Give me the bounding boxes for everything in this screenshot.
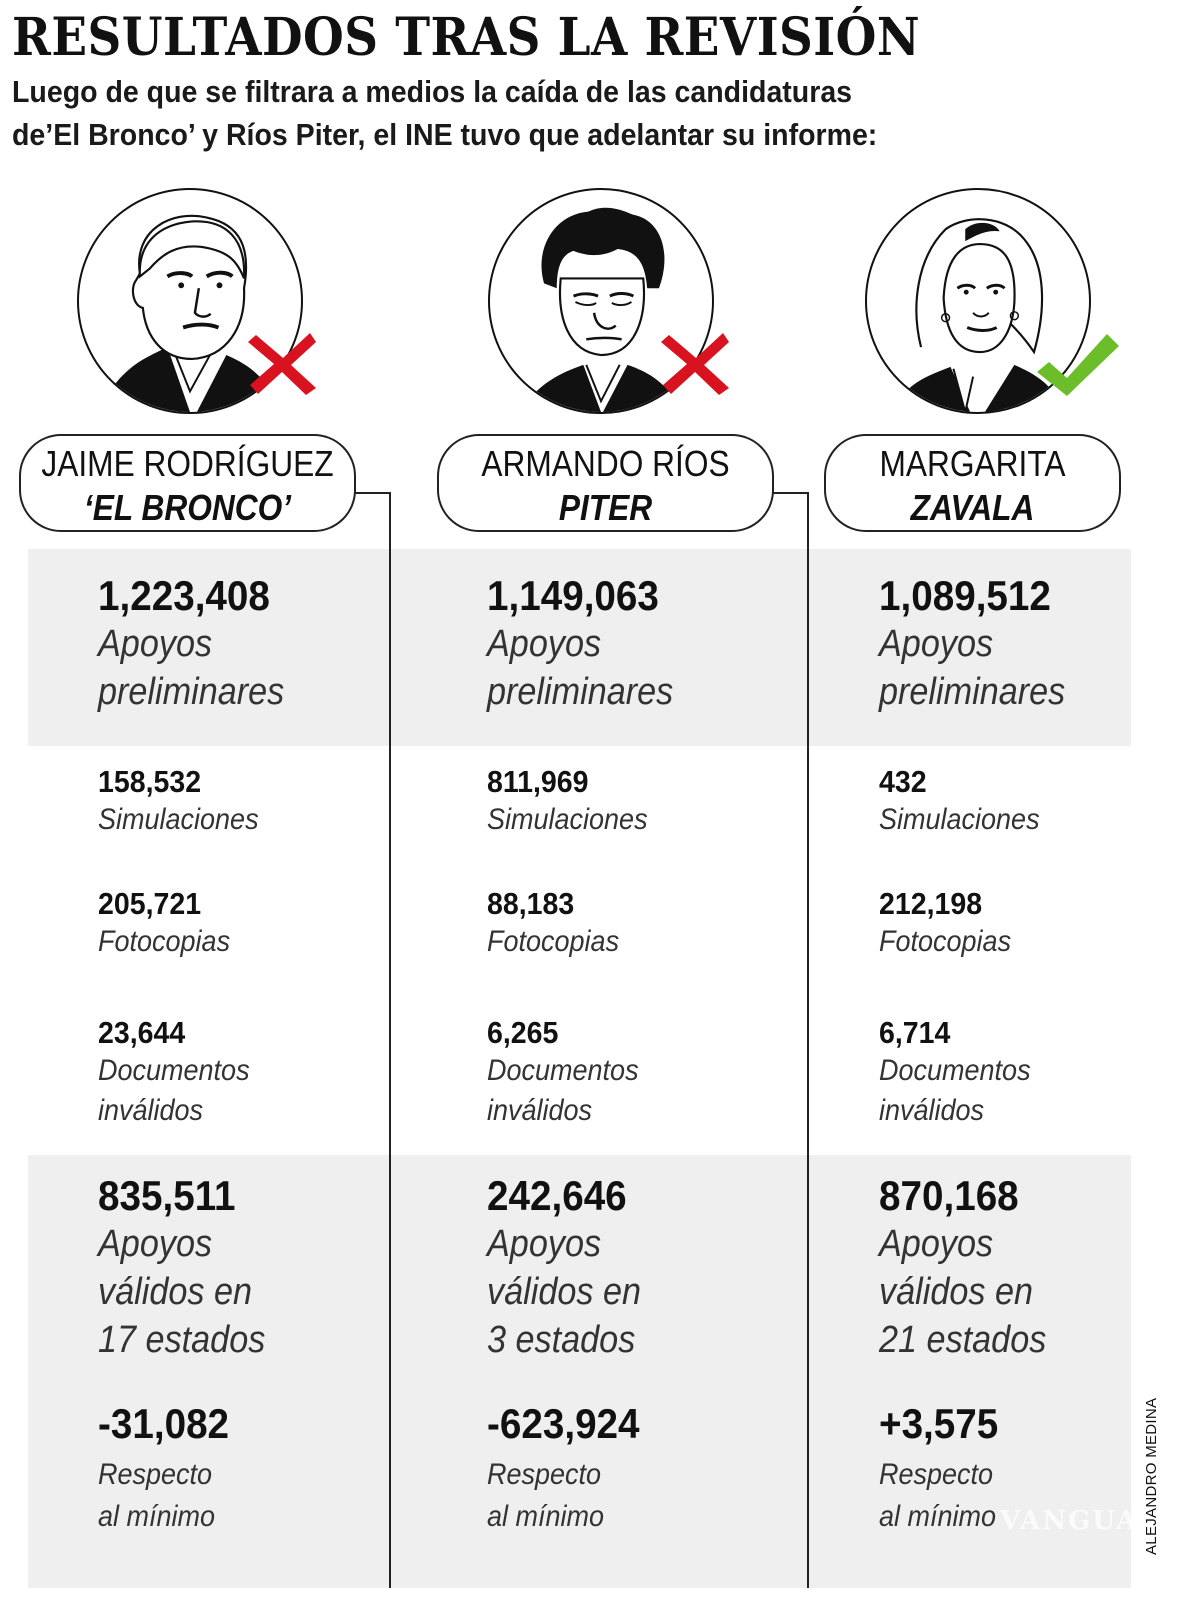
stat-apoyos-preliminares-3: 1,089,512 Apoyos preliminares <box>879 572 1179 716</box>
stat-label: válidos en <box>487 1271 642 1313</box>
page-title: RESULTADOS TRAS LA REVISIÓN <box>12 7 921 68</box>
stat-label: Fotocopias <box>487 925 620 958</box>
stat-fotocopias-2: 88,183 Fotocopias <box>487 886 787 962</box>
stat-label: Fotocopias <box>879 925 1012 958</box>
stat-label: Apoyos <box>487 1223 602 1265</box>
author-credit: ALEJANDRO MEDINA <box>1143 1397 1160 1555</box>
stat-label: Apoyos <box>487 623 602 665</box>
page-subtitle: Luego de que se filtrara a medios la caí… <box>12 70 877 156</box>
name-label-jaime-rodriguez: JAIME RODRÍGUEZ ‘EL BRONCO’ <box>19 434 356 532</box>
stat-label: válidos en <box>879 1271 1034 1313</box>
stat-value: 870,168 <box>879 1172 1019 1219</box>
column-divider-2 <box>807 492 809 1588</box>
stat-label: Respecto <box>879 1458 994 1491</box>
stat-fotocopias-1: 205,721 Fotocopias <box>98 886 398 962</box>
stat-respecto-minimo-2: -623,924 Respecto al mínimo <box>487 1400 787 1538</box>
preliminary-support-band <box>28 549 1131 746</box>
stat-value: 432 <box>879 764 927 799</box>
stat-value: 205,721 <box>98 886 202 921</box>
stat-apoyos-validos-2: 242,646 Apoyos válidos en 3 estados <box>487 1172 787 1364</box>
stat-label: preliminares <box>879 671 1066 713</box>
stat-label: inválidos <box>98 1094 204 1127</box>
stat-respecto-minimo-1: -31,082 Respecto al mínimo <box>98 1400 398 1538</box>
name-line-2: ‘EL BRONCO’ <box>83 487 292 528</box>
stat-label: Simulaciones <box>879 803 1040 836</box>
connector-line-2 <box>772 492 809 494</box>
stat-value: +3,575 <box>879 1400 999 1447</box>
stat-label: preliminares <box>98 671 285 713</box>
stat-label: Simulaciones <box>487 803 648 836</box>
stat-label: Documentos <box>98 1054 250 1087</box>
portrait-illustration-icon <box>891 218 1064 412</box>
red-x-icon <box>248 330 318 395</box>
stat-label: 3 estados <box>487 1319 636 1361</box>
stat-documentos-invalidos-2: 6,265 Documentos inválidos <box>487 1015 787 1131</box>
stat-label: 17 estados <box>98 1319 266 1361</box>
stat-value: -31,082 <box>98 1400 230 1447</box>
stat-value: 158,532 <box>98 764 202 799</box>
stat-apoyos-validos-1: 835,511 Apoyos válidos en 17 estados <box>98 1172 398 1364</box>
stat-simulaciones-3: 432 Simulaciones <box>879 764 1179 840</box>
name-label-margarita-zavala: MARGARITA ZAVALA <box>824 434 1121 532</box>
stat-label: Documentos <box>879 1054 1031 1087</box>
red-x-icon <box>661 330 731 395</box>
stat-value: 242,646 <box>487 1172 627 1219</box>
stat-label: inválidos <box>487 1094 593 1127</box>
name-line-1: ARMANDO RÍOS <box>481 443 730 484</box>
stat-apoyos-preliminares-2: 1,149,063 Apoyos preliminares <box>487 572 787 716</box>
stat-documentos-invalidos-3: 6,714 Documentos inválidos <box>879 1015 1179 1131</box>
stat-fotocopias-3: 212,198 Fotocopias <box>879 886 1179 962</box>
stat-simulaciones-2: 811,969 Simulaciones <box>487 764 787 840</box>
stat-value: 23,644 <box>98 1015 186 1050</box>
subtitle-line-2: de’El Bronco’ y Ríos Piter, el INE tuvo … <box>12 117 878 152</box>
stat-label: preliminares <box>487 671 674 713</box>
stat-value: 88,183 <box>487 886 575 921</box>
stat-label: Simulaciones <box>98 803 259 836</box>
stat-documentos-invalidos-1: 23,644 Documentos inválidos <box>98 1015 398 1131</box>
stat-value: -623,924 <box>487 1400 640 1447</box>
stat-label: Documentos <box>487 1054 639 1087</box>
stat-label: Apoyos <box>879 1223 994 1265</box>
name-line-1: MARGARITA <box>879 443 1066 484</box>
stat-label: 21 estados <box>879 1319 1047 1361</box>
stat-value: 1,223,408 <box>98 572 270 619</box>
stat-respecto-minimo-3: +3,575 Respecto al mínimo <box>879 1400 1179 1538</box>
stat-label: Apoyos <box>98 623 213 665</box>
name-line-2: PITER <box>558 487 653 528</box>
stat-label: válidos en <box>98 1271 253 1313</box>
stat-value: 1,149,063 <box>487 572 659 619</box>
stat-label: Apoyos <box>98 1223 213 1265</box>
stat-label: Respecto <box>487 1458 602 1491</box>
stat-label: al mínimo <box>879 1500 997 1533</box>
stat-label: al mínimo <box>487 1500 605 1533</box>
stat-value: 6,265 <box>487 1015 559 1050</box>
column-divider-1 <box>389 492 391 1588</box>
stat-apoyos-preliminares-1: 1,223,408 Apoyos preliminares <box>98 572 398 716</box>
stat-value: 6,714 <box>879 1015 951 1050</box>
green-check-icon <box>1037 334 1119 396</box>
name-label-armando-rios-piter: ARMANDO RÍOS PITER <box>437 434 774 532</box>
subtitle-line-1: Luego de que se filtrara a medios la caí… <box>12 74 853 109</box>
stat-label: inválidos <box>879 1094 985 1127</box>
stat-value: 811,969 <box>487 764 589 799</box>
stat-label: al mínimo <box>98 1500 216 1533</box>
stat-value: 212,198 <box>879 886 983 921</box>
name-line-1: JAIME RODRÍGUEZ <box>41 443 334 484</box>
stat-value: 835,511 <box>98 1172 236 1219</box>
stat-label: Apoyos <box>879 623 994 665</box>
connector-line-1 <box>355 492 391 494</box>
name-line-2: ZAVALA <box>910 487 1035 528</box>
portrait-margarita-zavala <box>865 188 1091 414</box>
stat-apoyos-validos-3: 870,168 Apoyos válidos en 21 estados <box>879 1172 1179 1364</box>
stat-label: Respecto <box>98 1458 213 1491</box>
stat-label: Fotocopias <box>98 925 231 958</box>
stat-simulaciones-1: 158,532 Simulaciones <box>98 764 398 840</box>
valid-support-band <box>28 1155 1131 1588</box>
stat-value: 1,089,512 <box>879 572 1051 619</box>
